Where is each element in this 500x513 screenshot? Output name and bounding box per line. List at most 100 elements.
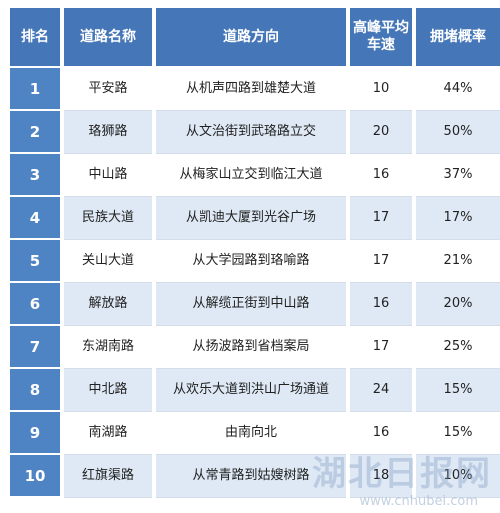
column-gap bbox=[60, 283, 64, 326]
road-name-cell: 关山大道 bbox=[64, 240, 152, 283]
column-gap bbox=[346, 412, 350, 455]
column-gap bbox=[60, 111, 64, 154]
column-gap bbox=[60, 154, 64, 197]
column-gap bbox=[412, 412, 416, 455]
direction-cell: 从扬波路到省档案局 bbox=[156, 326, 346, 369]
column-gap bbox=[346, 369, 350, 412]
column-gap bbox=[152, 283, 156, 326]
column-gap bbox=[412, 283, 416, 326]
speed-cell: 20 bbox=[350, 111, 412, 154]
header-rank: 排名 bbox=[10, 8, 60, 68]
direction-cell: 从常青路到姑嫂树路 bbox=[156, 455, 346, 498]
rank-cell: 8 bbox=[10, 369, 60, 412]
probability-cell: 20% bbox=[416, 283, 500, 326]
probability-cell: 44% bbox=[416, 68, 500, 111]
column-gap bbox=[152, 154, 156, 197]
column-gap bbox=[412, 197, 416, 240]
header-probability: 拥堵概率 bbox=[416, 8, 500, 68]
rank-cell: 7 bbox=[10, 326, 60, 369]
rank-cell: 1 bbox=[10, 68, 60, 111]
column-gap bbox=[412, 240, 416, 283]
direction-cell: 从大学园路到珞喻路 bbox=[156, 240, 346, 283]
probability-cell: 25% bbox=[416, 326, 500, 369]
column-gap bbox=[346, 154, 350, 197]
column-gap bbox=[152, 8, 156, 68]
column-gap bbox=[60, 197, 64, 240]
column-gap bbox=[152, 240, 156, 283]
column-gap bbox=[346, 455, 350, 498]
speed-cell: 10 bbox=[350, 68, 412, 111]
speed-cell: 18 bbox=[350, 455, 412, 498]
road-name-cell: 平安路 bbox=[64, 68, 152, 111]
rank-cell: 10 bbox=[10, 455, 60, 498]
road-name-cell: 中山路 bbox=[64, 154, 152, 197]
column-gap bbox=[60, 326, 64, 369]
column-gap bbox=[152, 197, 156, 240]
direction-cell: 由南向北 bbox=[156, 412, 346, 455]
speed-cell: 17 bbox=[350, 326, 412, 369]
probability-cell: 21% bbox=[416, 240, 500, 283]
column-gap bbox=[152, 369, 156, 412]
column-gap bbox=[346, 197, 350, 240]
column-gap bbox=[346, 283, 350, 326]
probability-cell: 50% bbox=[416, 111, 500, 154]
column-gap bbox=[60, 369, 64, 412]
header-direction: 道路方向 bbox=[156, 8, 346, 68]
column-gap bbox=[412, 369, 416, 412]
speed-cell: 16 bbox=[350, 154, 412, 197]
rank-cell: 3 bbox=[10, 154, 60, 197]
direction-cell: 从文治街到武珞路立交 bbox=[156, 111, 346, 154]
column-gap bbox=[412, 68, 416, 111]
rank-cell: 6 bbox=[10, 283, 60, 326]
column-gap bbox=[412, 326, 416, 369]
column-gap bbox=[346, 111, 350, 154]
direction-cell: 从欢乐大道到洪山广场通道 bbox=[156, 369, 346, 412]
probability-cell: 10% bbox=[416, 455, 500, 498]
column-gap bbox=[346, 8, 350, 68]
road-name-cell: 解放路 bbox=[64, 283, 152, 326]
speed-cell: 17 bbox=[350, 240, 412, 283]
column-gap bbox=[152, 326, 156, 369]
rank-cell: 5 bbox=[10, 240, 60, 283]
column-gap bbox=[60, 240, 64, 283]
column-gap bbox=[60, 8, 64, 68]
speed-cell: 24 bbox=[350, 369, 412, 412]
rank-cell: 2 bbox=[10, 111, 60, 154]
road-name-cell: 珞狮路 bbox=[64, 111, 152, 154]
column-gap bbox=[412, 455, 416, 498]
rank-cell: 9 bbox=[10, 412, 60, 455]
column-gap bbox=[346, 326, 350, 369]
column-gap bbox=[60, 68, 64, 111]
probability-cell: 15% bbox=[416, 412, 500, 455]
speed-cell: 17 bbox=[350, 197, 412, 240]
column-gap bbox=[152, 412, 156, 455]
direction-cell: 从凯迪大厦到光谷广场 bbox=[156, 197, 346, 240]
speed-cell: 16 bbox=[350, 283, 412, 326]
road-name-cell: 红旗渠路 bbox=[64, 455, 152, 498]
traffic-table: 排名 道路名称 道路方向 高峰平均车速 拥堵概率 1 平安路 从机声四路到雄楚大道 10 44% 2… bbox=[10, 8, 500, 508]
column-gap bbox=[60, 412, 64, 455]
rank-cell: 4 bbox=[10, 197, 60, 240]
direction-cell: 从机声四路到雄楚大道 bbox=[156, 68, 346, 111]
column-gap bbox=[412, 154, 416, 197]
column-gap bbox=[412, 8, 416, 68]
column-gap bbox=[152, 111, 156, 154]
column-gap bbox=[346, 240, 350, 283]
column-gap bbox=[346, 68, 350, 111]
probability-cell: 17% bbox=[416, 197, 500, 240]
column-gap bbox=[412, 111, 416, 154]
direction-cell: 从解缆正街到中山路 bbox=[156, 283, 346, 326]
column-gap bbox=[152, 455, 156, 498]
road-name-cell: 中北路 bbox=[64, 369, 152, 412]
direction-cell: 从梅家山立交到临江大道 bbox=[156, 154, 346, 197]
column-gap bbox=[60, 455, 64, 498]
header-speed: 高峰平均车速 bbox=[350, 8, 412, 68]
road-name-cell: 民族大道 bbox=[64, 197, 152, 240]
road-name-cell: 南湖路 bbox=[64, 412, 152, 455]
speed-cell: 16 bbox=[350, 412, 412, 455]
probability-cell: 15% bbox=[416, 369, 500, 412]
header-road: 道路名称 bbox=[64, 8, 152, 68]
probability-cell: 37% bbox=[416, 154, 500, 197]
column-gap bbox=[152, 68, 156, 111]
road-name-cell: 东湖南路 bbox=[64, 326, 152, 369]
